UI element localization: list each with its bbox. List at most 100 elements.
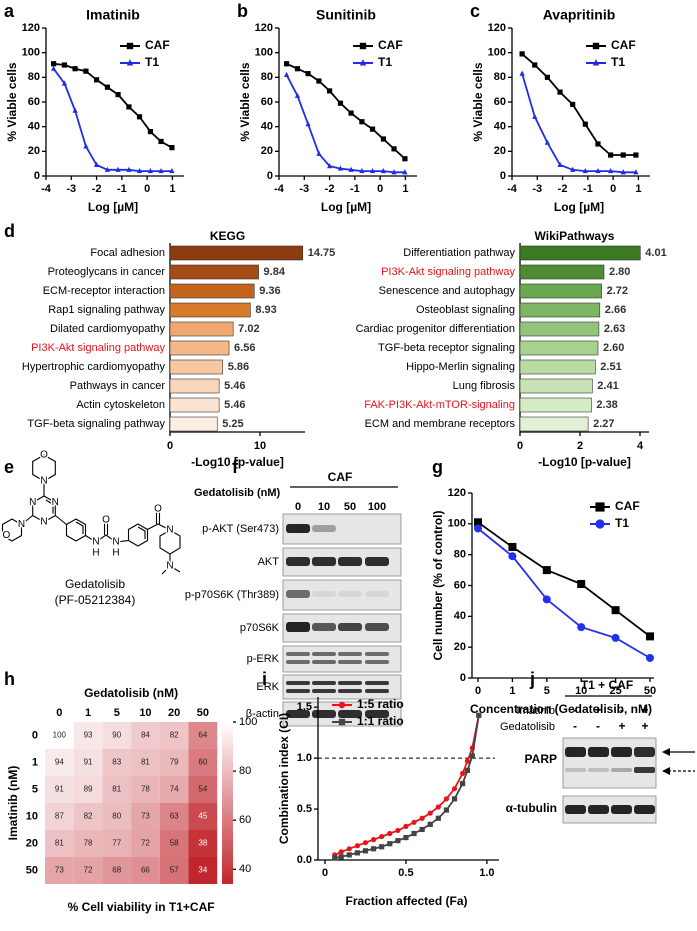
marker [326, 88, 333, 94]
marker [126, 166, 132, 172]
x-tick-label: -4 [507, 183, 518, 195]
marker [83, 143, 89, 149]
band [286, 710, 310, 718]
bar [169, 283, 255, 299]
cell-label: 78 [141, 785, 150, 794]
band [365, 689, 389, 693]
cell-label: 94 [55, 758, 64, 767]
blot-strip [562, 737, 657, 789]
lane-label: 0 [295, 501, 301, 513]
band [312, 681, 336, 685]
band [286, 590, 310, 598]
band [338, 557, 362, 566]
y-tick-label: 20 [454, 641, 466, 653]
marker [620, 152, 626, 158]
y-axis-label: % Viable cells [5, 62, 19, 141]
heatmap-cell [159, 803, 189, 830]
y-tick-label: 100 [255, 47, 273, 59]
value-label: 2.72 [607, 285, 628, 297]
treatment-label: Gedatolisib [500, 721, 555, 733]
marker [379, 844, 385, 850]
cell-label: 91 [55, 785, 64, 794]
marker [305, 71, 311, 77]
marker [443, 807, 450, 813]
heatmap-cell [102, 803, 132, 830]
panel-letter: g [432, 457, 443, 477]
row-label: 1 [32, 756, 38, 768]
marker [395, 838, 401, 844]
x-tick-label: -1 [117, 183, 127, 195]
bar [519, 340, 599, 356]
series-line [521, 53, 636, 156]
series-line [286, 62, 406, 160]
heatmap-cell [159, 749, 189, 776]
band [611, 747, 632, 757]
heatmap-cell [131, 776, 160, 803]
legend-label: T1 [611, 55, 625, 69]
cell-label: 77 [112, 839, 121, 848]
cell-label: 57 [170, 866, 179, 875]
marker [115, 166, 121, 172]
marker [72, 66, 78, 72]
heatmap-cell [102, 830, 132, 857]
value-label: 6.56 [234, 342, 255, 354]
heatmap-cell [188, 803, 218, 830]
marker [419, 815, 425, 821]
x-axis-label: Log [µM] [88, 200, 138, 214]
heatmap-cell [73, 749, 103, 776]
atom: O [102, 515, 110, 526]
x-tick-label: 5 [544, 685, 550, 697]
arrow-head [662, 748, 670, 756]
heatmap-cell [102, 776, 132, 803]
band [286, 660, 310, 664]
compound-code: (PF-05212384) [55, 593, 136, 607]
chart-title: KEGG [210, 229, 245, 243]
column-label: 0 [56, 707, 62, 719]
y-tick-label: 40 [261, 121, 273, 133]
marker [337, 100, 344, 106]
marker [169, 145, 175, 151]
band [365, 660, 389, 664]
structure: O N N N N N O N H O N H O N N [1, 448, 181, 575]
marker [443, 796, 450, 802]
bar [519, 416, 589, 432]
x-tick-label: 0 [167, 440, 173, 452]
y-tick-label: 60 [261, 96, 273, 108]
marker [169, 167, 175, 174]
marker [544, 74, 550, 80]
sign: + [618, 719, 625, 733]
atom: H [92, 548, 99, 559]
marker [532, 62, 538, 68]
atom: O [40, 450, 48, 461]
category-label: Cardiac progenitor differentiation [356, 323, 515, 335]
marker [362, 840, 369, 846]
ring [65, 518, 87, 542]
panel-letter: e [4, 457, 14, 477]
band [286, 681, 310, 685]
value-label: 2.80 [609, 266, 630, 278]
marker [126, 104, 132, 110]
blot-row-label: α-tubulin [506, 801, 557, 815]
x-tick-label: -4 [274, 183, 285, 195]
cell-label: 66 [141, 866, 150, 875]
marker [158, 167, 164, 174]
sign: + [594, 703, 601, 717]
x-tick-label: -3 [66, 183, 76, 195]
atom: N [40, 476, 47, 487]
panel-letter: j [529, 669, 535, 689]
x-tick-label: -1 [583, 183, 593, 195]
cell-label: 93 [84, 731, 93, 740]
category-label: Lung fibrosis [453, 380, 516, 392]
category-label: TGF-beta receptor signaling [378, 342, 515, 354]
marker [158, 138, 164, 145]
x-tick-label: 1 [402, 183, 408, 195]
panel-letter: c [470, 1, 480, 21]
value-label: 2.66 [605, 304, 626, 316]
heatmap-cell [102, 749, 132, 776]
marker [595, 167, 601, 174]
legend-label: 1:5 ratio [357, 697, 404, 711]
atom: N [112, 537, 119, 548]
bond [75, 521, 84, 534]
treatment-label: Imatinib [516, 705, 555, 717]
value-label: 4.01 [645, 247, 666, 259]
